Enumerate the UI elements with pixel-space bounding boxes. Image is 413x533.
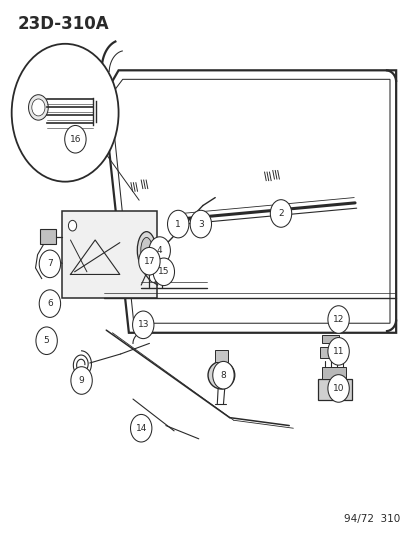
Ellipse shape bbox=[140, 238, 152, 263]
Circle shape bbox=[327, 337, 349, 365]
Circle shape bbox=[32, 99, 45, 116]
Circle shape bbox=[39, 290, 60, 317]
Bar bbox=[40, 229, 56, 244]
Text: 9: 9 bbox=[78, 376, 84, 385]
Text: 12: 12 bbox=[332, 315, 344, 324]
Circle shape bbox=[149, 272, 157, 282]
Circle shape bbox=[68, 220, 76, 231]
Bar bbox=[62, 211, 157, 298]
Text: 3: 3 bbox=[197, 220, 203, 229]
Circle shape bbox=[132, 311, 154, 338]
Bar bbox=[321, 367, 345, 379]
Text: 16: 16 bbox=[69, 135, 81, 144]
Circle shape bbox=[138, 247, 160, 275]
Circle shape bbox=[36, 327, 57, 354]
Text: 23D-310A: 23D-310A bbox=[18, 14, 109, 33]
Circle shape bbox=[212, 361, 234, 389]
Circle shape bbox=[64, 125, 86, 153]
Circle shape bbox=[12, 44, 118, 182]
Text: 2: 2 bbox=[278, 209, 283, 218]
Circle shape bbox=[270, 200, 291, 227]
Text: 14: 14 bbox=[135, 424, 147, 433]
Circle shape bbox=[327, 375, 349, 402]
Circle shape bbox=[327, 306, 349, 333]
Circle shape bbox=[190, 211, 211, 238]
Text: 6: 6 bbox=[47, 299, 53, 308]
Ellipse shape bbox=[207, 361, 234, 389]
Circle shape bbox=[144, 256, 152, 266]
Text: 4: 4 bbox=[157, 246, 162, 255]
Text: 7: 7 bbox=[47, 260, 53, 268]
Text: 17: 17 bbox=[143, 257, 155, 265]
Text: 1: 1 bbox=[175, 220, 180, 229]
Circle shape bbox=[167, 211, 188, 238]
Circle shape bbox=[154, 241, 167, 257]
Bar bbox=[321, 335, 338, 343]
Text: 13: 13 bbox=[137, 320, 149, 329]
Text: 15: 15 bbox=[158, 268, 169, 276]
Bar bbox=[317, 379, 351, 400]
Ellipse shape bbox=[137, 232, 155, 269]
Circle shape bbox=[28, 95, 48, 120]
Bar bbox=[215, 350, 227, 362]
Text: 11: 11 bbox=[332, 347, 344, 356]
Circle shape bbox=[39, 250, 60, 278]
Circle shape bbox=[71, 367, 92, 394]
Bar bbox=[43, 258, 55, 268]
Circle shape bbox=[130, 415, 152, 442]
Text: 10: 10 bbox=[332, 384, 344, 393]
Circle shape bbox=[149, 237, 170, 264]
Text: 8: 8 bbox=[220, 370, 226, 379]
Text: 5: 5 bbox=[44, 336, 50, 345]
Bar bbox=[319, 347, 346, 358]
Text: 94/72  310: 94/72 310 bbox=[343, 514, 399, 523]
Circle shape bbox=[153, 258, 174, 286]
